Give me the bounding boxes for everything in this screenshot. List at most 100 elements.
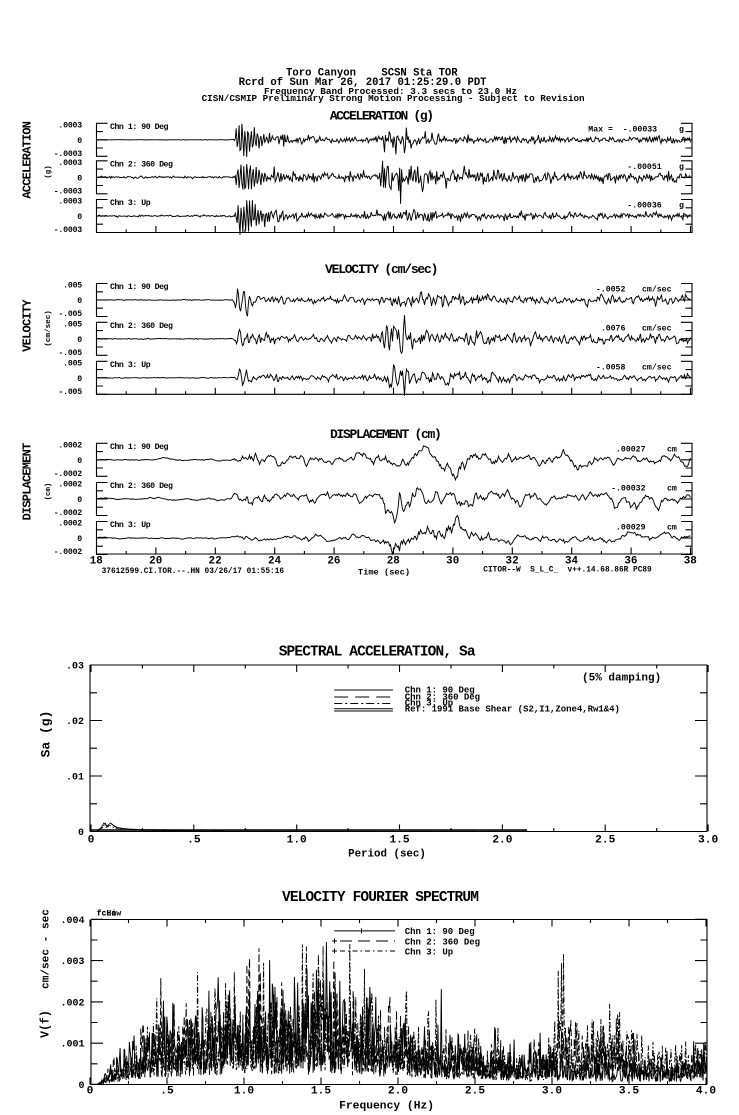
svg-text:CITOR--W S_L_C_ v++.14.68.86: CITOR--W S_L_C_ v++.14.68.86R PC89 <box>483 567 652 575</box>
svg-text:Chn 3: Up: Chn 3: Up <box>405 947 453 957</box>
svg-text:0: 0 <box>77 175 82 184</box>
svg-text:VELOCITY (cm/sec): VELOCITY (cm/sec) <box>325 262 437 277</box>
svg-text:cm: cm <box>667 485 677 494</box>
svg-text:ACCELERATION: ACCELERATION <box>20 121 34 198</box>
svg-text:Toro Canyon SCSN Sta TOR: Toro Canyon SCSN Sta TOR <box>286 68 458 80</box>
svg-text:-.00032: -.00032 <box>611 485 645 494</box>
svg-text:Chn 2: 360 Deg: Chn 2: 360 Deg <box>110 481 173 491</box>
svg-text:1.5: 1.5 <box>311 1085 331 1097</box>
svg-text:DISPLACEMENT: DISPLACEMENT <box>20 443 34 520</box>
svg-text:.0002: .0002 <box>58 520 82 529</box>
svg-text:-.005: -.005 <box>58 388 82 397</box>
svg-text:32: 32 <box>506 556 519 568</box>
svg-text:37612599.CI.TOR.--.HN 03/26/17: 37612599.CI.TOR.--.HN 03/26/17 01:55:16 <box>102 568 285 576</box>
svg-text:.5: .5 <box>160 1085 174 1097</box>
svg-text:Period (sec): Period (sec) <box>348 849 426 861</box>
svg-text:0: 0 <box>77 137 82 146</box>
svg-text:.0002: .0002 <box>58 441 82 450</box>
svg-text:-.00051: -.00051 <box>627 163 661 172</box>
svg-text:-.005: -.005 <box>58 310 82 319</box>
svg-text:30: 30 <box>446 556 459 568</box>
svg-text:0: 0 <box>77 297 82 306</box>
svg-text:.02: .02 <box>66 717 84 728</box>
svg-text:.005: .005 <box>63 359 82 368</box>
svg-text:.0076: .0076 <box>601 324 626 333</box>
svg-text:.005: .005 <box>63 282 82 291</box>
svg-text:(cm/sec): (cm/sec) <box>45 310 53 346</box>
svg-text:g: g <box>679 125 684 134</box>
svg-text:Chn 1: 90 Deg: Chn 1: 90 Deg <box>110 282 169 292</box>
svg-text:.004: .004 <box>60 916 84 927</box>
svg-text:0: 0 <box>77 375 82 384</box>
svg-text:Chn 1: 90 Deg: Chn 1: 90 Deg <box>405 927 475 937</box>
svg-text:.0003: .0003 <box>58 121 82 130</box>
svg-text:-.0002: -.0002 <box>54 509 83 518</box>
svg-text:-.005: -.005 <box>58 349 82 358</box>
svg-text:Ref: 1991 Base Shear (S2,I1,Zo: Ref: 1991 Base Shear (S2,I1,Zone4,Rw1&4) <box>405 705 620 715</box>
svg-text:Chn 2: 360 Deg: Chn 2: 360 Deg <box>405 693 480 703</box>
svg-text:fcLow: fcLow <box>97 908 122 918</box>
svg-text:cm/sec: cm/sec <box>642 285 672 295</box>
svg-text:.002: .002 <box>60 998 84 1009</box>
svg-text:cm/sec - sec: cm/sec - sec <box>41 909 53 989</box>
svg-text:0: 0 <box>77 496 82 505</box>
svg-text:.001: .001 <box>60 1040 84 1051</box>
svg-text:.03: .03 <box>66 662 84 673</box>
svg-text:0: 0 <box>77 213 82 222</box>
svg-text:36: 36 <box>624 556 637 568</box>
svg-text:cm/sec: cm/sec <box>642 362 672 372</box>
svg-text:-.0002: -.0002 <box>54 470 83 479</box>
svg-text:Chn 3: Up: Chn 3: Up <box>110 360 151 370</box>
svg-text:VELOCITY FOURIER SPECTRUM: VELOCITY FOURIER SPECTRUM <box>282 890 478 906</box>
svg-text:Frequency Band Processed: 3.3: Frequency Band Processed: 3.3 secs to 23… <box>264 86 517 97</box>
svg-text:Time (sec): Time (sec) <box>358 568 410 578</box>
svg-text:DISPLACEMENT (cm): DISPLACEMENT (cm) <box>330 427 441 442</box>
svg-text:.005: .005 <box>63 320 82 329</box>
svg-text:-.0003: -.0003 <box>54 150 83 159</box>
svg-text:Chn 1: 90 Deg: Chn 1: 90 Deg <box>110 442 169 452</box>
svg-text:-.00036: -.00036 <box>627 202 661 211</box>
svg-text:V(f): V(f) <box>40 1010 53 1038</box>
svg-text:-.0058: -.0058 <box>596 363 626 372</box>
svg-text:0: 0 <box>87 1085 94 1097</box>
svg-text:g: g <box>679 202 684 211</box>
svg-text:.0003: .0003 <box>58 159 82 168</box>
svg-text:0: 0 <box>77 336 82 345</box>
svg-text:Rcrd of Sun Mar 26, 2017 01:25: Rcrd of Sun Mar 26, 2017 01:25:29.0 PDT <box>239 77 488 89</box>
svg-text:CISN/CSMIP Preliminary Strong: CISN/CSMIP Preliminary Strong Motion Pro… <box>202 93 585 104</box>
svg-text:(5% damping): (5% damping) <box>582 673 661 685</box>
svg-text:Chn 3: Up: Chn 3: Up <box>405 699 453 709</box>
svg-text:-.0002: -.0002 <box>54 548 83 557</box>
svg-text:(cm): (cm) <box>45 483 53 501</box>
svg-text:SPECTRAL ACCELERATION, Sa: SPECTRAL ACCELERATION, Sa <box>279 645 476 661</box>
svg-text:3.0: 3.0 <box>698 835 718 847</box>
svg-text:Chn 2: 360 Deg: Chn 2: 360 Deg <box>110 159 173 169</box>
svg-text:Frequency (Hz): Frequency (Hz) <box>339 1101 434 1113</box>
svg-text:3.0: 3.0 <box>542 1085 562 1097</box>
svg-text:20: 20 <box>149 556 162 568</box>
svg-text:38: 38 <box>684 556 697 568</box>
svg-text:1.0: 1.0 <box>287 835 307 847</box>
svg-text:28: 28 <box>387 556 400 568</box>
svg-text:0: 0 <box>77 457 82 466</box>
svg-text:-.0052: -.0052 <box>596 286 626 295</box>
svg-text:g: g <box>679 163 684 172</box>
svg-text:Max = -.00033: Max = -.00033 <box>588 125 657 134</box>
svg-text:3.5: 3.5 <box>619 1085 639 1097</box>
svg-text:.5: .5 <box>187 835 201 847</box>
svg-text:0: 0 <box>78 1081 84 1092</box>
svg-text:.00027: .00027 <box>616 445 646 454</box>
svg-text:1.5: 1.5 <box>389 835 409 847</box>
svg-text:Chn 1: 90 Deg: Chn 1: 90 Deg <box>110 122 169 132</box>
svg-text:2.0: 2.0 <box>492 835 512 847</box>
svg-text:0: 0 <box>78 828 84 839</box>
svg-text:Chn 2: 360 Deg: Chn 2: 360 Deg <box>405 937 480 947</box>
svg-text:.0002: .0002 <box>58 481 82 490</box>
svg-text:.003: .003 <box>60 957 84 968</box>
svg-text:VELOCITY: VELOCITY <box>20 299 34 352</box>
svg-text:Chn 3: Up: Chn 3: Up <box>110 198 151 208</box>
svg-text:cm: cm <box>667 524 677 533</box>
svg-text:0: 0 <box>77 535 82 544</box>
svg-text:(g): (g) <box>45 165 53 178</box>
svg-text:fcHi: fcHi <box>97 908 117 918</box>
